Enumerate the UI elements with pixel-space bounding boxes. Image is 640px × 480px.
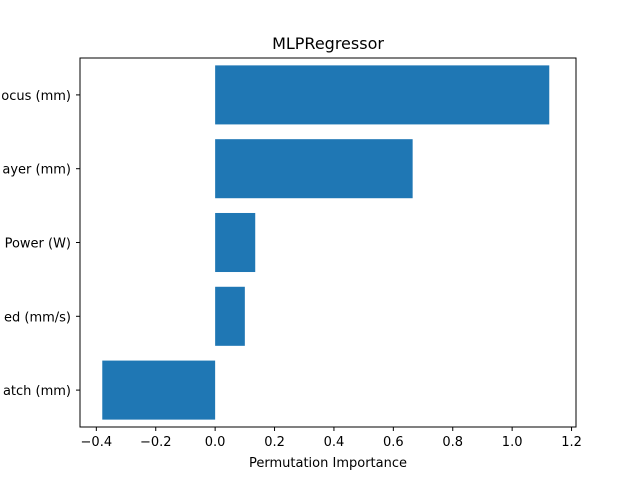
plot-frame — [79, 57, 577, 428]
x-tick-label: 0.2 — [264, 435, 285, 450]
x-tick-label: 0.0 — [205, 435, 226, 450]
x-tick-label: 0.6 — [383, 435, 404, 450]
y-axis-ticks: ocus (mm) ayer (mm) Power (W) ed (mm/s) atch… — [1, 89, 80, 399]
bar-3 — [215, 286, 245, 346]
y-tick-label: atch (mm) — [3, 384, 71, 399]
x-tick-label: 0.8 — [442, 435, 463, 450]
y-tick-label: ed (mm/s) — [4, 310, 71, 325]
y-tick-label: ayer (mm) — [2, 163, 71, 178]
bars-group — [102, 65, 550, 420]
x-tick-label: 1.0 — [502, 435, 523, 450]
y-tick-label: Power (W) — [5, 237, 71, 252]
x-tick-label: −0.2 — [140, 435, 172, 450]
bar-2 — [215, 212, 256, 273]
bar-4 — [102, 360, 216, 420]
chart-title: MLPRegressor — [272, 34, 384, 53]
x-tick-label: −0.4 — [81, 435, 113, 450]
x-axis-ticks: −0.4 −0.2 0.0 0.2 0.4 0.6 0.8 1.0 1.2 — [81, 427, 582, 450]
x-tick-label: 0.4 — [324, 435, 345, 450]
bar-0 — [215, 65, 550, 125]
y-tick-label: ocus (mm) — [1, 89, 71, 104]
x-tick-label: 1.2 — [561, 435, 582, 450]
bar-1 — [215, 139, 413, 199]
x-axis-label: Permutation Importance — [249, 456, 407, 471]
